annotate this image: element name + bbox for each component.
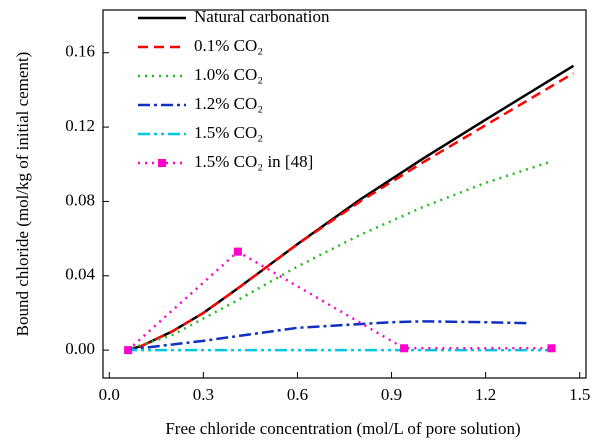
marker bbox=[547, 344, 556, 353]
y-tick-label: 0.12 bbox=[65, 116, 95, 135]
series-line bbox=[127, 250, 552, 352]
y-axis-label: Bound chloride (mol/kg of initial cement… bbox=[13, 52, 32, 337]
plot-frame bbox=[102, 9, 587, 379]
x-tick-label: 1.5 bbox=[569, 385, 590, 404]
series-line bbox=[124, 64, 575, 352]
x-tick-label: 0.9 bbox=[381, 385, 402, 404]
y-tick-label: 0.00 bbox=[65, 339, 95, 358]
marker bbox=[124, 346, 133, 355]
marker bbox=[400, 344, 409, 353]
legend-marker bbox=[158, 159, 166, 167]
legend-label: 1.5% CO₂ bbox=[194, 123, 263, 142]
y-tick-label: 0.16 bbox=[65, 42, 95, 61]
marker bbox=[233, 247, 242, 256]
y-tick-label: 0.08 bbox=[65, 190, 95, 209]
legend-label: Natural carbonation bbox=[194, 7, 330, 26]
legend-label: 1.5% CO₂ in [48] bbox=[194, 152, 313, 171]
legend-label: 1.2% CO₂ bbox=[194, 94, 263, 113]
legend-label: 1.0% CO₂ bbox=[194, 65, 263, 84]
legend-label: 0.1% CO₂ bbox=[194, 36, 263, 55]
x-tick-label: 1.2 bbox=[475, 385, 496, 404]
x-tick-label: 0.3 bbox=[193, 385, 214, 404]
series-line bbox=[124, 72, 575, 352]
series-line bbox=[124, 320, 527, 352]
x-tick-label: 0.6 bbox=[287, 385, 308, 404]
x-tick-label: 0.0 bbox=[99, 385, 120, 404]
x-axis-label: Free chloride concentration (mol/L of po… bbox=[165, 419, 520, 438]
y-tick-label: 0.04 bbox=[65, 265, 95, 284]
